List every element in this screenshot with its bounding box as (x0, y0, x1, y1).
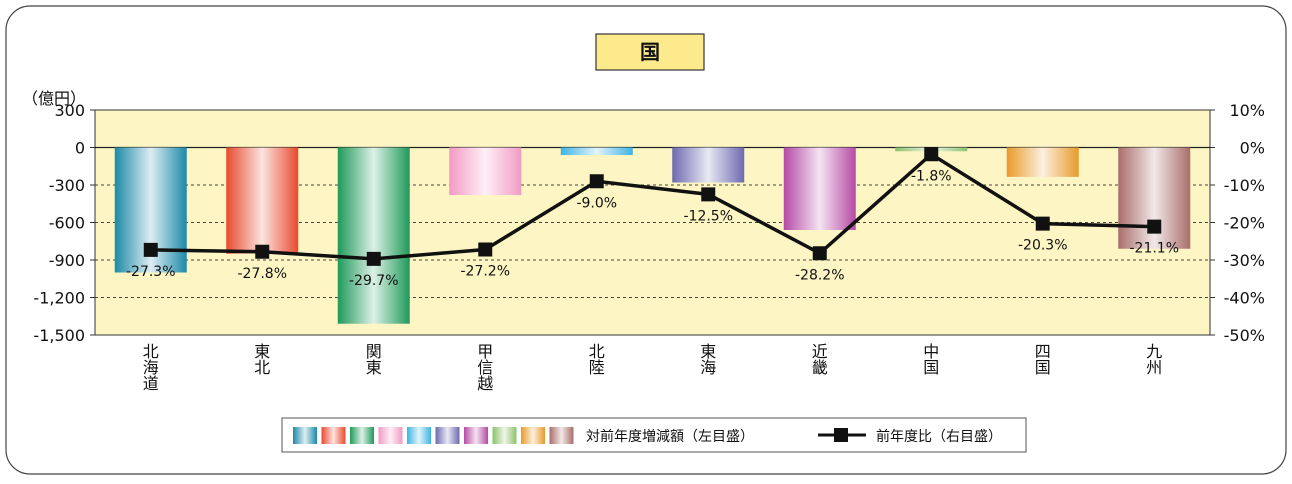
plot-area: 300 0 -300 -600 -900 -1,200 -1,500 10% 0% -10% -20… (33, 101, 1265, 393)
legend-swatch (549, 427, 574, 444)
ratio-marker (143, 242, 158, 257)
left-tick-label: 0 (75, 139, 85, 158)
ratio-label: -28.2% (795, 267, 845, 283)
bar-7 (783, 147, 856, 230)
legend-swatch (321, 427, 346, 444)
legend-swatch (378, 427, 403, 444)
left-tick-label: -1,500 (33, 326, 85, 345)
ratio-marker (589, 174, 604, 189)
ratio-marker (812, 246, 827, 261)
right-tick-label: -20% (1224, 214, 1265, 233)
category-label: 東北 (254, 342, 270, 377)
legend-swatch (407, 427, 431, 444)
category-label: 近畿 (812, 342, 828, 377)
category-label: 甲信越 (477, 342, 493, 393)
ratio-marker (255, 244, 270, 259)
legend-swatch (350, 427, 374, 444)
legend-bar-label: 対前年度増減額（左目盛） (586, 428, 754, 445)
left-tick-label: -600 (49, 214, 85, 233)
ratio-marker (701, 187, 716, 202)
left-tick-label: -900 (49, 251, 85, 270)
legend-swatch (492, 427, 517, 444)
left-tick-label: -1,200 (33, 289, 85, 308)
right-tick-label: 0% (1240, 139, 1265, 158)
bar-4 (449, 147, 522, 195)
left-tick-label: 300 (54, 101, 85, 120)
ratio-line (150, 152, 1155, 261)
ratio-marker (1035, 216, 1050, 231)
ratio-label: -29.7% (349, 273, 399, 289)
legend-line-label: 前年度比（右目盛） (876, 428, 1002, 445)
ratio-marker (366, 251, 381, 266)
right-tick-label: 10% (1229, 101, 1265, 120)
right-tick-label: -30% (1224, 251, 1265, 270)
unit-label: （億円） (22, 89, 86, 108)
ratio-marker (924, 147, 939, 162)
ratio-label: -9.0% (576, 195, 617, 211)
chart-title: 国 (640, 40, 660, 64)
right-tick-label: -50% (1224, 326, 1265, 345)
ratio-label: -1.8% (911, 168, 952, 184)
ratio-marker (478, 242, 493, 257)
ratio-label: -21.1% (1129, 241, 1179, 257)
ratio-label: -27.8% (237, 266, 287, 282)
title-box (595, 33, 705, 71)
category-label: 東海 (700, 342, 716, 377)
legend-line-marker (834, 428, 848, 442)
right-tick-label: -40% (1224, 289, 1265, 308)
bar-3 (337, 147, 410, 324)
category-label: 関東 (366, 342, 382, 377)
legend-swatches (293, 427, 574, 444)
ratio-marker (1147, 219, 1162, 234)
category-label: 北海道 (143, 342, 159, 393)
legend-box (281, 417, 1027, 453)
bar-9 (1006, 147, 1079, 177)
ratio-label: -27.3% (126, 264, 176, 280)
bar-6 (672, 147, 745, 183)
category-label: 北陸 (589, 342, 605, 377)
category-label: 中国 (923, 342, 939, 377)
legend-swatch (521, 427, 545, 444)
legend-swatch (464, 427, 488, 444)
ratio-label: -12.5% (683, 208, 733, 224)
right-tick-label: -10% (1224, 176, 1265, 195)
legend-swatch (435, 427, 460, 444)
bar-2 (226, 147, 299, 254)
ratio-label: -27.2% (460, 264, 510, 280)
bar-5 (560, 147, 633, 155)
left-tick-label: -300 (49, 176, 85, 195)
category-label: 四国 (1035, 342, 1051, 377)
legend-swatch (293, 427, 317, 444)
legend: 対前年度増減額（左目盛） 前年度比（右目盛） (281, 417, 1027, 453)
category-label: 九州 (1146, 342, 1162, 377)
ratio-label: -20.3% (1018, 238, 1068, 254)
